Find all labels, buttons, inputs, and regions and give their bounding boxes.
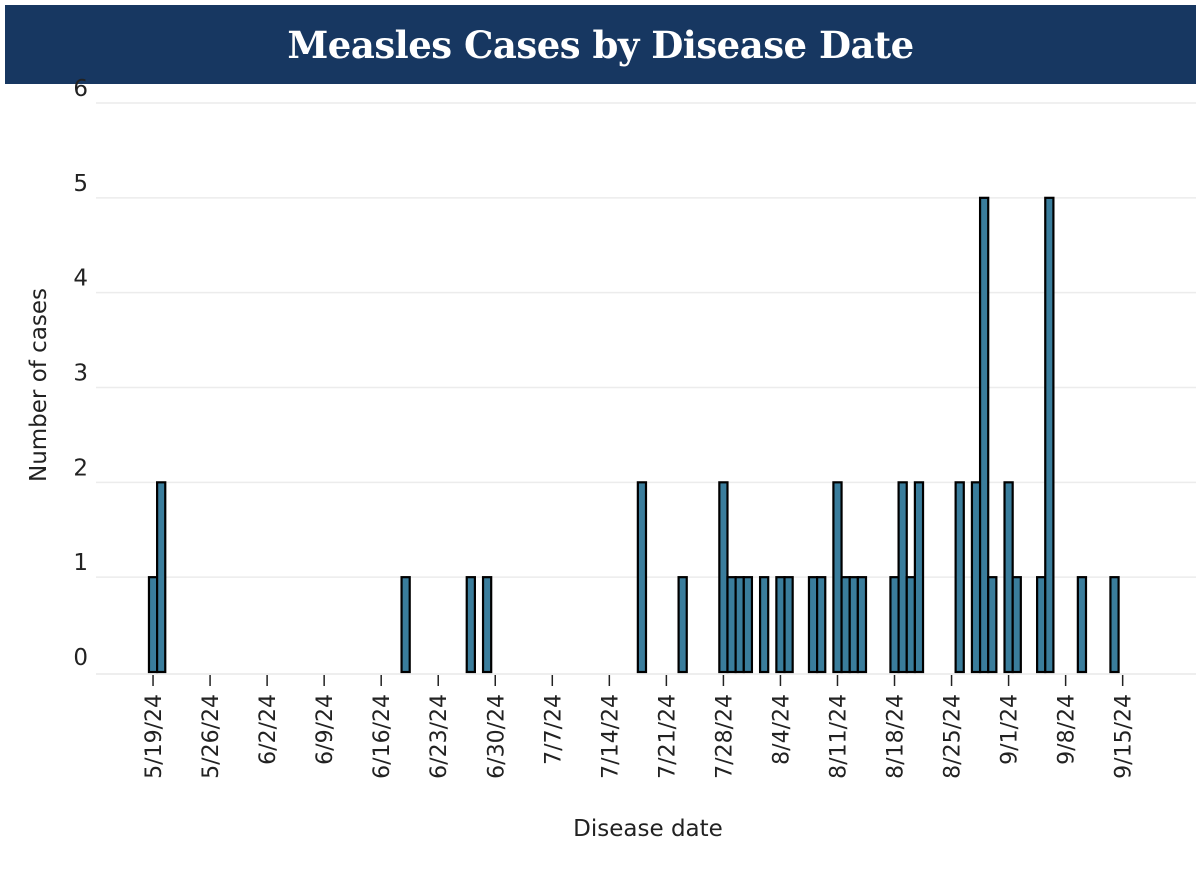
bar: [636, 481, 648, 674]
bar: [816, 576, 827, 674]
bar: [783, 576, 794, 674]
bar: [1044, 196, 1055, 674]
bar: [913, 481, 925, 674]
x-tick-label: 8/11/24: [827, 694, 852, 779]
bar: [775, 576, 786, 674]
x-tick-label: 9/15/24: [1112, 694, 1137, 779]
x-tick-label: 6/23/24: [427, 694, 452, 779]
chart-title: Measles Cases by Disease Date: [287, 22, 914, 67]
bar: [1036, 576, 1047, 674]
bar: [905, 576, 916, 674]
y-axis-title: Number of cases: [26, 288, 52, 482]
bar: [954, 481, 965, 674]
x-tick-label: 9/8/24: [1055, 694, 1080, 765]
bar: [465, 576, 476, 674]
x-tick-label: 9/1/24: [998, 694, 1023, 765]
bar: [481, 576, 493, 674]
y-tick-label: 3: [73, 361, 88, 387]
x-tick-label: 6/9/24: [313, 694, 338, 765]
bar: [147, 576, 159, 674]
y-tick-label: 5: [73, 171, 88, 197]
x-tick-label: 8/4/24: [769, 694, 794, 765]
bar: [1109, 576, 1120, 674]
bar: [856, 576, 868, 674]
y-tick-label: 4: [73, 266, 88, 292]
x-axis-title: Disease date: [573, 816, 723, 842]
bar: [677, 576, 688, 674]
bar: [848, 576, 859, 674]
bar: [970, 481, 982, 674]
bar: [832, 481, 843, 674]
x-tick-label: 6/30/24: [484, 694, 509, 779]
bar: [807, 576, 819, 674]
y-tick-labels: 0 1 2 3 4 5 6: [73, 76, 88, 671]
x-tick-label: 5/19/24: [142, 694, 167, 779]
bars: [147, 196, 1120, 674]
bar: [718, 481, 729, 674]
x-tick-label: 6/16/24: [370, 694, 395, 779]
bar: [897, 481, 908, 674]
x-tick-label: 7/28/24: [712, 694, 737, 779]
bar: [1003, 481, 1014, 674]
x-tick-label: 6/2/24: [256, 694, 281, 765]
bar: [726, 576, 737, 674]
bar: [1011, 576, 1022, 674]
x-tick-label: 7/14/24: [598, 694, 623, 779]
y-tick-label: 0: [73, 645, 88, 671]
bar: [978, 196, 990, 674]
y-tick-label: 6: [73, 76, 88, 102]
bar: [987, 576, 998, 674]
bar: [889, 576, 900, 674]
x-tick-label: 7/7/24: [541, 694, 566, 765]
x-tick-label: 7/21/24: [655, 694, 680, 779]
x-tick-label: 8/18/24: [884, 694, 909, 779]
chart-title-bar: Measles Cases by Disease Date: [5, 5, 1196, 84]
x-tick-label: 8/25/24: [941, 694, 966, 779]
bar: [1076, 576, 1088, 674]
bar: [400, 576, 411, 674]
y-tick-label: 1: [73, 550, 88, 576]
x-tick-label: 5/26/24: [199, 694, 224, 779]
bar: [156, 481, 167, 674]
x-axis-ticks: 5/19/24 5/26/24 6/2/24 6/9/24 6/16/24 6/23/24…: [142, 675, 1137, 779]
bar: [840, 576, 851, 674]
bar: [758, 576, 770, 674]
bar: [734, 576, 745, 674]
bar: [742, 576, 754, 674]
y-tick-label: 2: [73, 455, 88, 481]
